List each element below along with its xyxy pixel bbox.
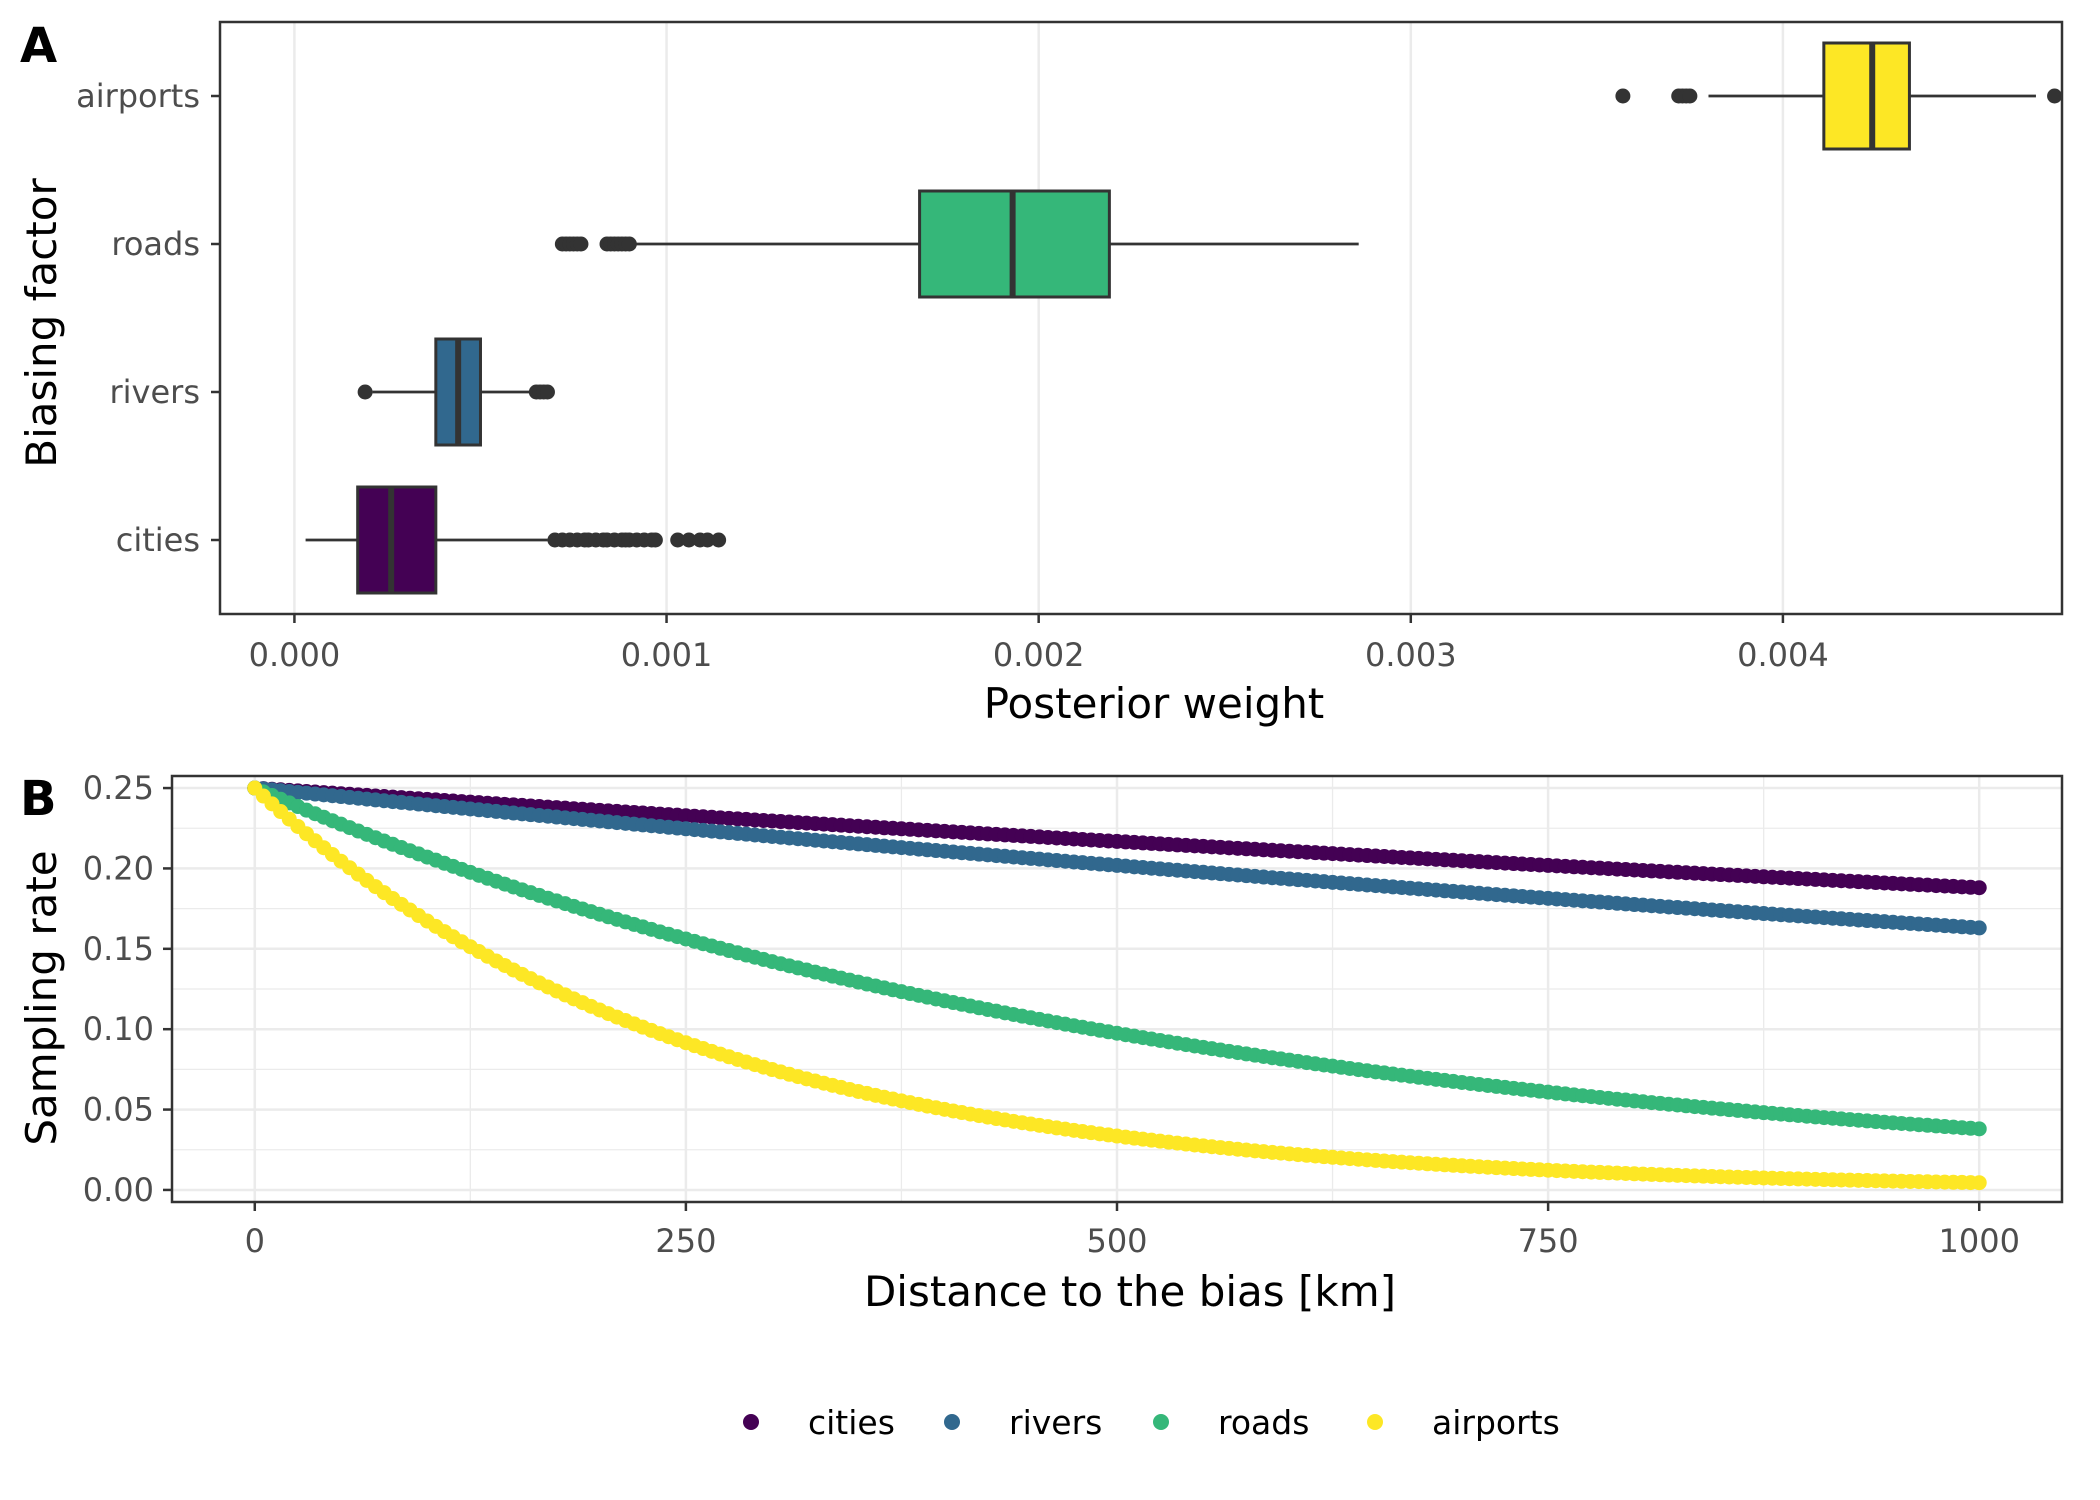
panel-b-scatter: 0 250 500 750 1000 0.00 0.05 0.10 0.15 0.20 0.25	[83, 769, 2064, 1260]
panel-a-y-tick-label: roads	[111, 225, 200, 263]
panel-a-x-axis-title: Posterior weight	[984, 679, 1325, 728]
panel-a-x-tick-label: 0.003	[1365, 636, 1457, 674]
outlier-point-cities	[670, 532, 686, 548]
series-roads	[247, 780, 1987, 1137]
outlier-point-airports	[1682, 88, 1698, 104]
panel-a-letter: A	[20, 18, 57, 74]
point-roads	[1971, 1121, 1987, 1137]
legend-key-airports	[1367, 1414, 1383, 1430]
outlier-point-rivers	[539, 384, 555, 400]
panel-a-x-tick-label: 0.000	[249, 636, 341, 674]
outlier-point-rivers	[357, 384, 373, 400]
panel-a-y-axis-title: Biasing factor	[17, 178, 66, 468]
panel-b-x-tick-label: 750	[1518, 1222, 1579, 1260]
panel-b-y-tick-label: 0.25	[83, 769, 154, 807]
panel-a-boxplot: 0.000 0.001 0.002 0.003 0.004 cities rivers roa…	[76, 20, 2064, 674]
legend-item-roads: roads	[1153, 1403, 1309, 1442]
outlier-point-roads	[573, 236, 589, 252]
panel-a-background	[220, 22, 2062, 614]
series-airports	[247, 780, 1987, 1191]
panel-a-y-tick-label: cities	[116, 521, 200, 559]
outlier-point-cities	[647, 532, 663, 548]
outlier-point-cities	[711, 532, 727, 548]
box-roads	[554, 189, 1359, 299]
iqr-box-airports	[1822, 41, 1911, 151]
panel-b-x-tick-label: 500	[1086, 1222, 1147, 1260]
panel-b-x-axis-title: Distance to the bias [km]	[864, 1267, 1396, 1316]
outlier-point-roads	[621, 236, 637, 252]
panel-b-x-tick-label: 250	[655, 1222, 716, 1260]
panel-a-x-tick-label: 0.004	[1737, 636, 1829, 674]
panel-b-x-tick-label: 0	[245, 1222, 265, 1260]
panel-b-y-tick-label: 0.10	[83, 1010, 154, 1048]
outlier-point-cities	[681, 532, 697, 548]
outlier-point-cities	[699, 532, 715, 548]
panel-b-y-axis-title: Sampling rate	[17, 850, 66, 1145]
panel-a-y-tick-label: rivers	[110, 373, 201, 411]
legend: cities rivers roads airports	[743, 1403, 1560, 1442]
panel-a-y-tick-label: airports	[76, 77, 200, 115]
legend-label-cities: cities	[808, 1403, 895, 1442]
panel-b-y-tick-label: 0.20	[83, 849, 154, 887]
panel-b-y-tick-label: 0.05	[83, 1091, 154, 1129]
legend-item-rivers: rivers	[944, 1403, 1102, 1442]
panel-b-y-tick-label: 0.00	[83, 1171, 154, 1209]
legend-item-airports: airports	[1367, 1403, 1560, 1442]
panel-a-x-tick-label: 0.002	[993, 636, 1085, 674]
legend-key-cities	[743, 1414, 759, 1430]
panel-b-y-tick-label: 0.15	[83, 930, 154, 968]
panel-b-letter: B	[20, 771, 57, 827]
legend-item-cities: cities	[743, 1403, 895, 1442]
panel-a-x-tick-label: 0.001	[621, 636, 713, 674]
box-cities	[305, 485, 727, 595]
legend-key-rivers	[944, 1414, 960, 1430]
legend-key-roads	[1153, 1414, 1169, 1430]
outlier-point-airports	[1615, 88, 1631, 104]
legend-label-rivers: rivers	[1009, 1403, 1102, 1442]
iqr-box-cities	[356, 485, 438, 595]
point-rivers	[1971, 920, 1987, 936]
point-airports	[1971, 1175, 1987, 1191]
legend-label-roads: roads	[1218, 1403, 1309, 1442]
legend-label-airports: airports	[1432, 1403, 1560, 1442]
box-airports	[1615, 41, 2063, 151]
box-rivers	[357, 337, 555, 447]
panel-a-frame	[218, 20, 2064, 616]
point-cities	[1971, 880, 1987, 896]
panel-b-x-tick-label: 1000	[1939, 1222, 2020, 1260]
outlier-point-airports	[2047, 88, 2063, 104]
